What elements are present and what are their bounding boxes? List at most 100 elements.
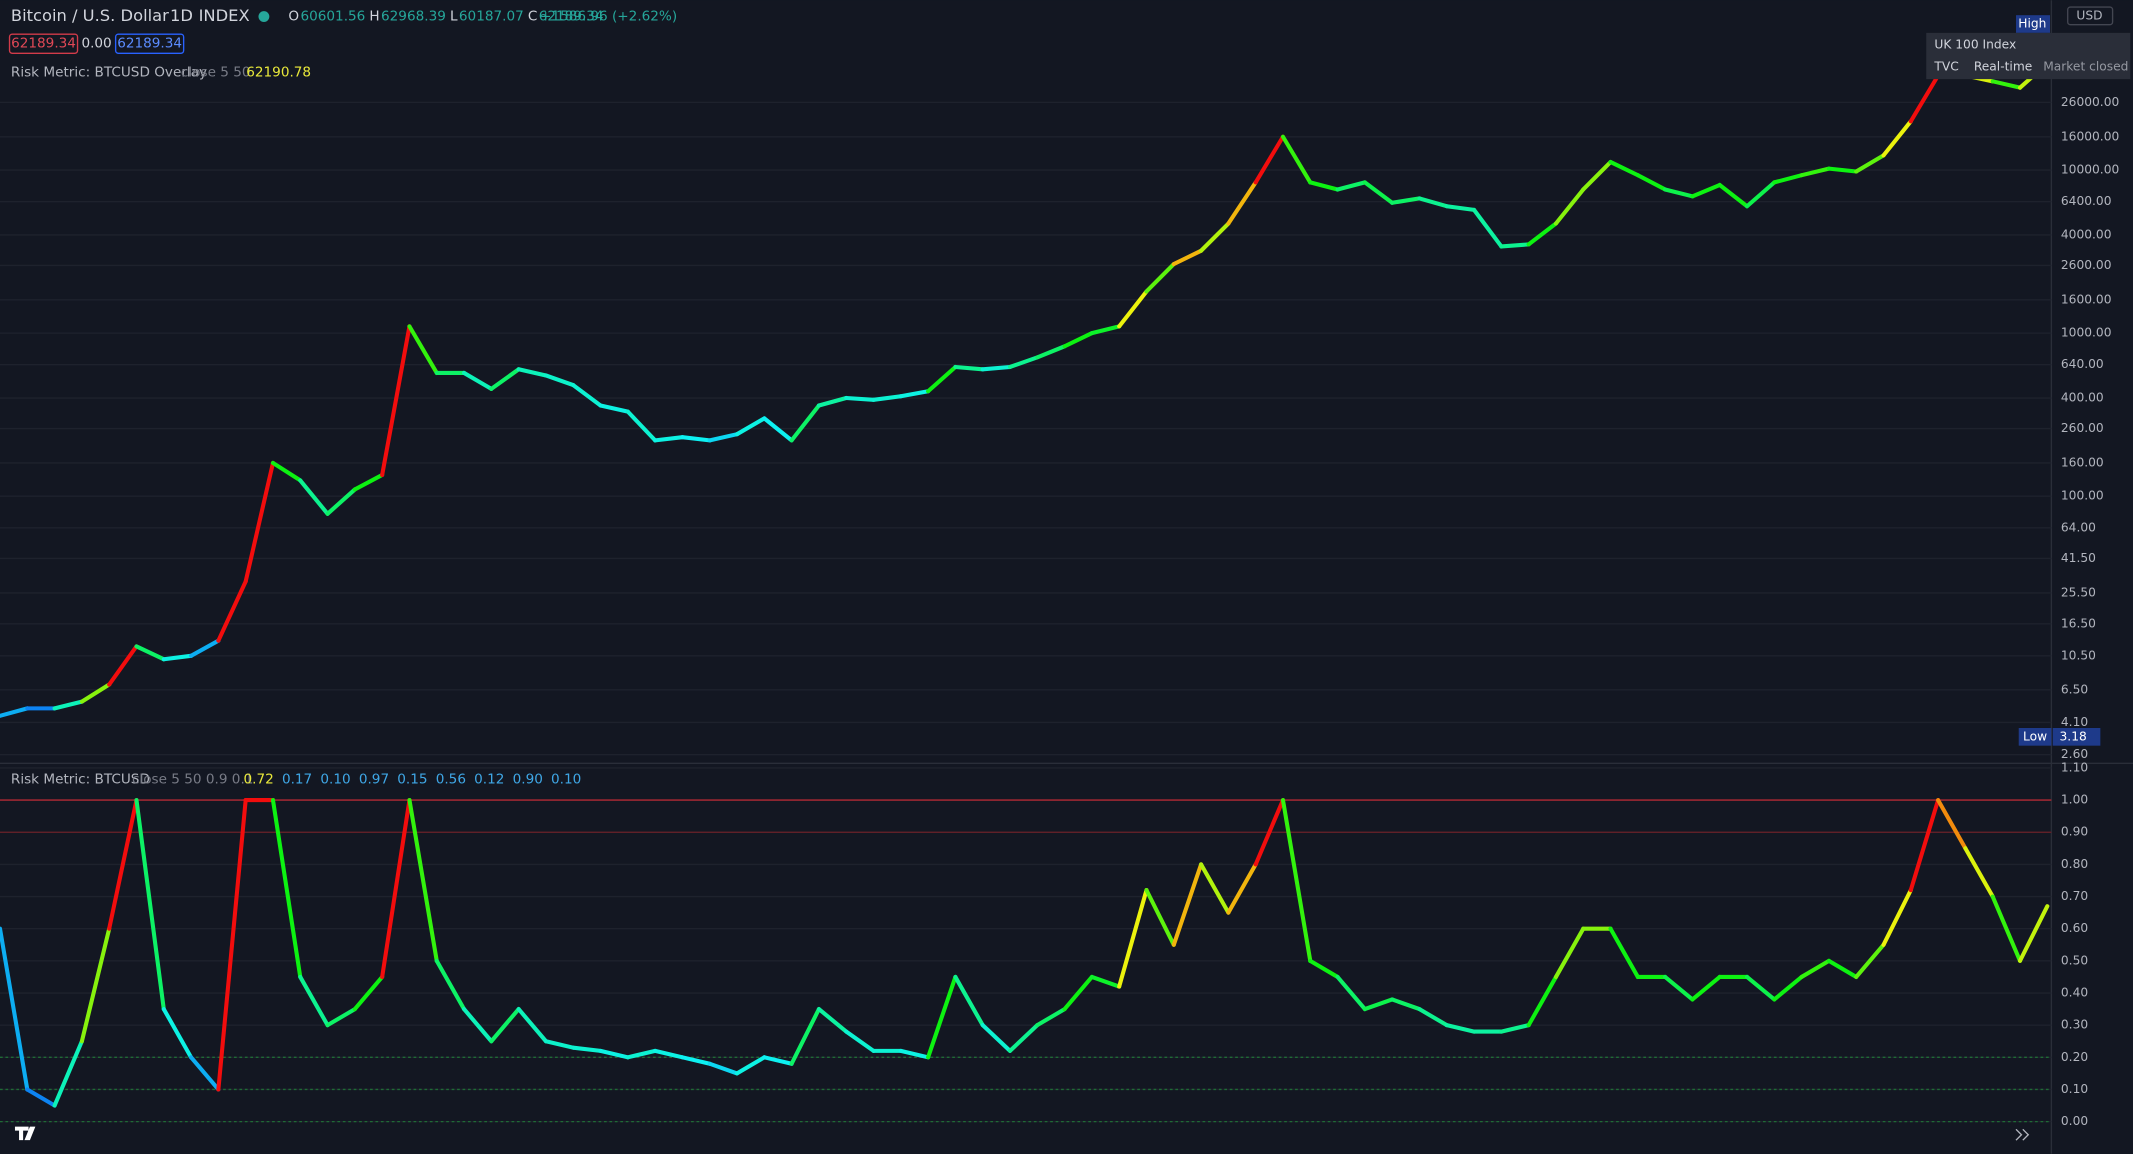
line-segment	[434, 958, 467, 1012]
line-segment	[325, 1007, 357, 1028]
line-segment	[352, 472, 385, 492]
badge-text: 0.00	[81, 36, 111, 52]
line-segment	[653, 435, 685, 443]
currency[interactable]: USD	[2076, 8, 2102, 22]
line-segment	[489, 367, 521, 391]
tooltip-source: TVC	[1933, 59, 1958, 73]
y-tick-label: 4000.00	[2061, 227, 2112, 241]
line-segment	[489, 1007, 521, 1044]
line-segment	[543, 373, 576, 388]
line-segment	[407, 798, 439, 963]
line-segment	[1062, 974, 1094, 1012]
line-segment	[1390, 196, 1422, 205]
line-segment	[1089, 974, 1122, 989]
line-segment	[516, 1007, 548, 1044]
line-segment	[1362, 180, 1395, 205]
line-segment	[1717, 182, 1750, 209]
line-segment	[134, 644, 166, 662]
line-segment	[625, 409, 658, 443]
change: +1586.96 (+2.62%)	[540, 9, 677, 25]
currency-button[interactable]	[2067, 6, 2114, 26]
line-segment	[734, 1055, 767, 1076]
line-segment	[816, 395, 849, 408]
line-segment	[1553, 926, 1586, 979]
readout: 0.90	[513, 772, 543, 788]
indicator-title[interactable]: Risk Metric: BTCUSD Overlay	[11, 64, 207, 80]
indicator-value: 62190.78	[246, 64, 311, 80]
line-segment	[1799, 166, 1831, 178]
line-segment	[1199, 221, 1231, 253]
line-segment	[1117, 888, 1149, 989]
readout: 0.56	[436, 772, 466, 788]
ohlc-value: 60601.56	[300, 9, 365, 25]
line-segment	[352, 974, 385, 1012]
y-tick-label: 26000.00	[2061, 95, 2119, 109]
interval[interactable]: 1D	[170, 6, 193, 25]
line-segment	[1690, 182, 1722, 199]
line-segment	[980, 1023, 1013, 1053]
line-segment	[625, 1048, 658, 1060]
y-tick-label: 0.10	[2061, 1082, 2088, 1096]
y-tick-label: 6400.00	[2061, 194, 2112, 208]
readouts: 0.72 0.17 0.10 0.97 0.15 0.56 0.12 0.90 0.10	[243, 772, 581, 788]
y-tick-label: 100.00	[2061, 489, 2104, 503]
y-tick-label: 4.10	[2061, 715, 2088, 729]
badge-text: 62189.34	[117, 36, 182, 52]
line-segment	[380, 324, 412, 477]
low-value: 3.18	[2060, 729, 2087, 743]
line-segment	[1908, 798, 1941, 893]
line-segment	[1417, 196, 1449, 209]
line-segment	[762, 1055, 794, 1066]
low-value-badge	[2052, 727, 2101, 746]
line-segment	[134, 798, 166, 1012]
line-segment	[1690, 974, 1722, 1002]
line-segment	[325, 487, 357, 516]
badge	[8, 33, 79, 54]
ohlc-key: C	[528, 9, 538, 25]
line-segment	[1990, 894, 2023, 963]
y-tick-label: 0.40	[2061, 986, 2088, 1000]
symbol[interactable]: Bitcoin / U.S. Dollar	[11, 6, 169, 25]
y-tick-label: 16.50	[2061, 616, 2096, 630]
logo[interactable]	[14, 1126, 36, 1141]
line-segment	[1772, 173, 1804, 185]
y-tick-label: 640.00	[2061, 357, 2104, 371]
line-segment	[1908, 73, 1941, 124]
line-segment	[516, 367, 548, 378]
scroll-button[interactable]	[2015, 1128, 2030, 1141]
line-segment	[298, 974, 330, 1028]
tooltip-status: Market closed	[2043, 59, 2128, 73]
tooltip	[1926, 32, 2131, 80]
y-tick-label: 260.00	[2061, 421, 2104, 435]
y-tick-label: 41.50	[2061, 551, 2096, 565]
low-label: Low	[2023, 729, 2047, 743]
line-segment	[1308, 180, 1340, 192]
y-tick-label: 25.50	[2061, 585, 2096, 599]
exchange: INDEX	[199, 6, 250, 25]
y-tick-label: 0.50	[2061, 953, 2088, 967]
line-segment	[1526, 221, 1558, 247]
readout: 0.17	[282, 772, 312, 788]
line-segment	[407, 324, 439, 375]
line-segment	[571, 383, 603, 408]
line-segment	[844, 395, 876, 402]
line-segment	[980, 364, 1013, 372]
line-segment	[1663, 974, 1695, 1002]
line-segment	[1472, 207, 1504, 249]
indicator-title[interactable]: Risk Metric: BTCUSD	[11, 772, 150, 788]
y-tick-label: 64.00	[2061, 520, 2096, 534]
line-segment	[1035, 1007, 1067, 1028]
line-segment	[571, 1045, 603, 1053]
line-segment	[789, 1007, 821, 1066]
y-tick-label: 400.00	[2061, 391, 2104, 405]
readout: 0.97	[359, 772, 389, 788]
line-segment	[1608, 159, 1640, 178]
ohlc-key: L	[450, 9, 458, 25]
line-segment	[1608, 926, 1640, 979]
line-segment	[680, 435, 712, 443]
ohlc-key: O	[288, 9, 299, 25]
line-segment	[1799, 958, 1831, 979]
line-segment	[1035, 344, 1067, 360]
line-segment	[762, 416, 794, 443]
